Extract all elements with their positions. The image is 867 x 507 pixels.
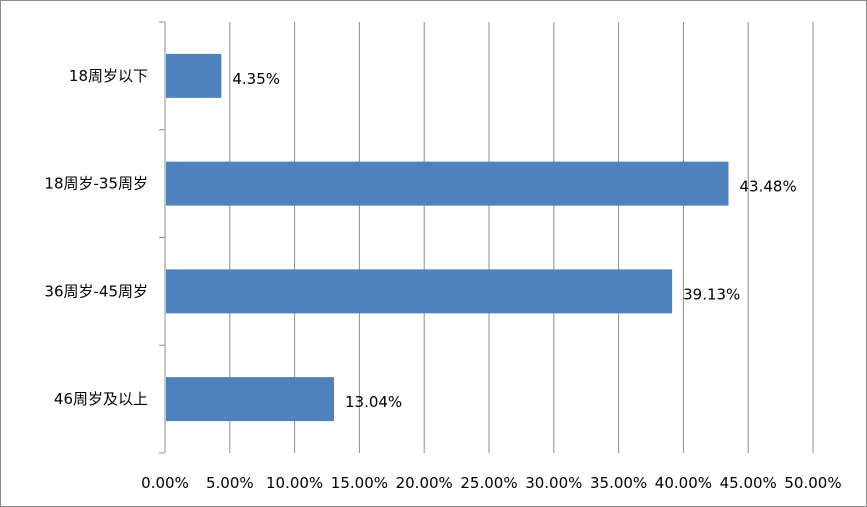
axes <box>159 21 166 454</box>
x-tick-label: 45.00% <box>720 474 777 492</box>
x-tick-label: 10.00% <box>266 474 323 492</box>
category-label: 46周岁及以上 <box>54 390 148 408</box>
value-labels: 4.35% 43.48% 39.13% 13.04% <box>232 70 796 411</box>
x-tick-label: 40.00% <box>655 474 712 492</box>
bar <box>166 53 222 98</box>
x-tick-label: 20.00% <box>396 474 453 492</box>
x-tick-label: 30.00% <box>525 474 582 492</box>
x-tick-label: 35.00% <box>590 474 647 492</box>
category-labels: 18周岁以下 18周岁-35周岁 36周岁-45周岁 46周岁及以上 <box>44 67 148 408</box>
grid-lines <box>229 22 814 453</box>
bar <box>166 161 729 206</box>
bar <box>166 269 673 314</box>
x-tick-label: 50.00% <box>784 474 841 492</box>
x-tick-label: 0.00% <box>141 474 189 492</box>
value-label: 4.35% <box>232 70 280 88</box>
x-tick-label: 15.00% <box>331 474 388 492</box>
value-label: 43.48% <box>740 178 797 196</box>
value-label: 39.13% <box>683 285 740 303</box>
value-label: 13.04% <box>345 393 402 411</box>
x-tick-label: 25.00% <box>460 474 517 492</box>
bar <box>166 377 334 422</box>
category-label: 18周岁以下 <box>69 67 148 85</box>
bars <box>166 53 729 422</box>
category-label: 36周岁-45周岁 <box>44 282 148 300</box>
x-tick-labels: 0.00% 5.00% 10.00% 15.00% 20.00% 25.00% 30.00%… <box>141 474 841 492</box>
x-tick-label: 5.00% <box>206 474 254 492</box>
category-label: 18周岁-35周岁 <box>44 175 148 193</box>
